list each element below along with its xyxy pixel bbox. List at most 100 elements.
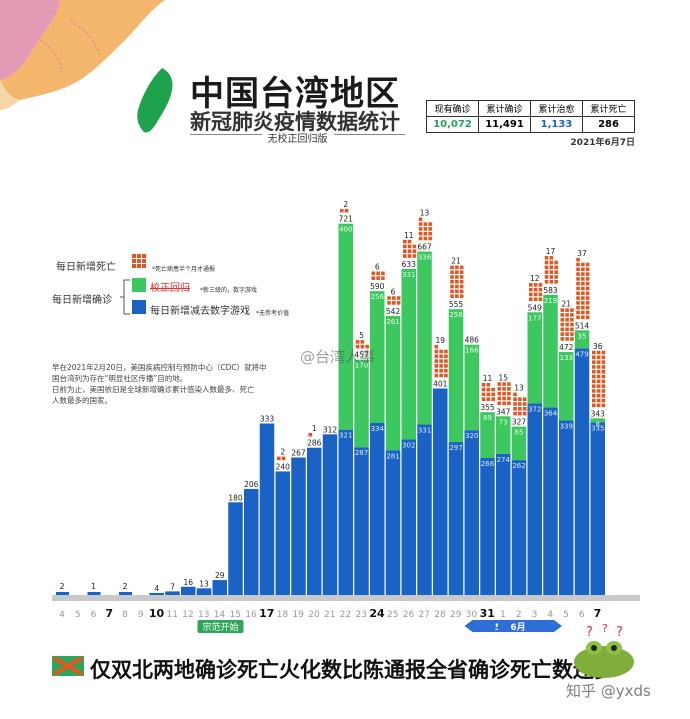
bar-small (87, 592, 101, 595)
death-square (439, 354, 443, 359)
death-square (549, 255, 554, 260)
x-tick-label: 22 (340, 610, 351, 620)
death-square (403, 239, 407, 244)
death-square (601, 393, 606, 398)
death-square (497, 396, 502, 401)
legend-green-note: *新三级的，数字游戏 (200, 287, 258, 294)
bar-total-label: 583 (543, 286, 558, 295)
death-square (407, 239, 412, 244)
x-tick-label: 11 (167, 610, 178, 620)
death-square (396, 301, 401, 305)
death-square (576, 267, 580, 272)
death-square (502, 387, 506, 391)
death-square (439, 364, 443, 368)
bar-blue (165, 591, 180, 595)
blue-value-label: 274 (497, 456, 511, 464)
bar-total-label: 401 (433, 379, 448, 388)
death-square (423, 231, 428, 236)
x-axis (52, 595, 640, 601)
june-badge (498, 620, 562, 632)
death-square (538, 283, 543, 287)
x-tick-label: 16 (245, 610, 257, 620)
death-square (497, 401, 502, 406)
death-square (596, 398, 601, 403)
death-square (576, 262, 580, 267)
death-square (596, 360, 601, 364)
green-value-label: 133 (560, 354, 573, 362)
taiwan-island-icon (137, 68, 173, 133)
green-value-label: 219 (544, 297, 557, 305)
stat-value-deaths: 286 (582, 116, 635, 133)
death-count-label: 17 (546, 247, 556, 256)
blue-value-label: 287 (355, 449, 368, 457)
death-square (507, 387, 511, 391)
bar-total-label: 347 (496, 407, 511, 416)
death-square (544, 260, 549, 265)
bar-green (464, 344, 479, 431)
death-square (565, 327, 569, 332)
bar-blue (511, 460, 527, 595)
map-illustration (0, 0, 165, 110)
death-count-label: 21 (451, 257, 461, 266)
death-square (581, 296, 585, 300)
death-square (455, 289, 459, 294)
death-square (581, 315, 585, 320)
death-square (596, 379, 601, 384)
death-square (439, 373, 443, 378)
death-square (549, 260, 554, 265)
death-square (434, 349, 439, 354)
death-square (365, 344, 369, 349)
death-square (444, 364, 448, 368)
death-count-label: 13 (420, 208, 430, 217)
x-tick-label: 18 (277, 610, 289, 620)
death-square (486, 382, 491, 387)
death-square (549, 275, 554, 279)
death-square (581, 281, 585, 286)
death-square (450, 294, 454, 298)
bar-blue (448, 442, 464, 595)
death-square (585, 296, 590, 300)
death-square (601, 379, 606, 384)
death-square (428, 236, 432, 241)
bar-total-label: 667 (417, 242, 432, 251)
death-square (444, 349, 448, 354)
death-square (585, 281, 590, 286)
death-square (585, 305, 590, 310)
death-count-label: 2 (343, 200, 348, 209)
death-square (455, 270, 459, 274)
death-square (596, 355, 601, 360)
death-square (596, 389, 601, 393)
death-count-label: 37 (577, 249, 587, 258)
frog-icon: ? ? ? (574, 622, 634, 678)
bar-total-label: 514 (575, 321, 590, 330)
bar-blue (385, 450, 401, 595)
x-tick-label: 4 (547, 610, 553, 620)
death-square (455, 279, 459, 284)
bar-blue (228, 502, 243, 595)
svg-text:?: ? (616, 625, 623, 640)
bar-blue (354, 447, 369, 595)
bar-blue (212, 580, 227, 595)
death-count-label: 11 (404, 231, 414, 240)
death-square (507, 391, 511, 396)
page-subtitle: 新冠肺炎疫情数据统计 (190, 110, 400, 134)
legend-confirmed-label: 每日新增确诊 (52, 295, 112, 306)
bar-total-label: 7 (170, 582, 175, 591)
death-square (576, 281, 580, 286)
death-square (486, 387, 491, 392)
death-square (585, 262, 590, 267)
bar-blue (527, 403, 542, 595)
death-square (450, 279, 454, 284)
death-square (412, 254, 417, 258)
death-square (576, 286, 580, 291)
note-line: 日前为止，美国依旧是全球新增确诊累计感染人数最多、死亡 (52, 385, 255, 394)
x-tick-label: 17 (259, 607, 274, 620)
death-square (376, 276, 380, 280)
death-square (340, 208, 344, 213)
bar-total-label: 549 (528, 303, 543, 312)
bar-blue (574, 348, 590, 595)
death-square (459, 270, 464, 274)
death-square (533, 297, 538, 302)
fake-start-label: 宗范开始 (202, 621, 238, 633)
bar-label: 1 (91, 582, 96, 591)
